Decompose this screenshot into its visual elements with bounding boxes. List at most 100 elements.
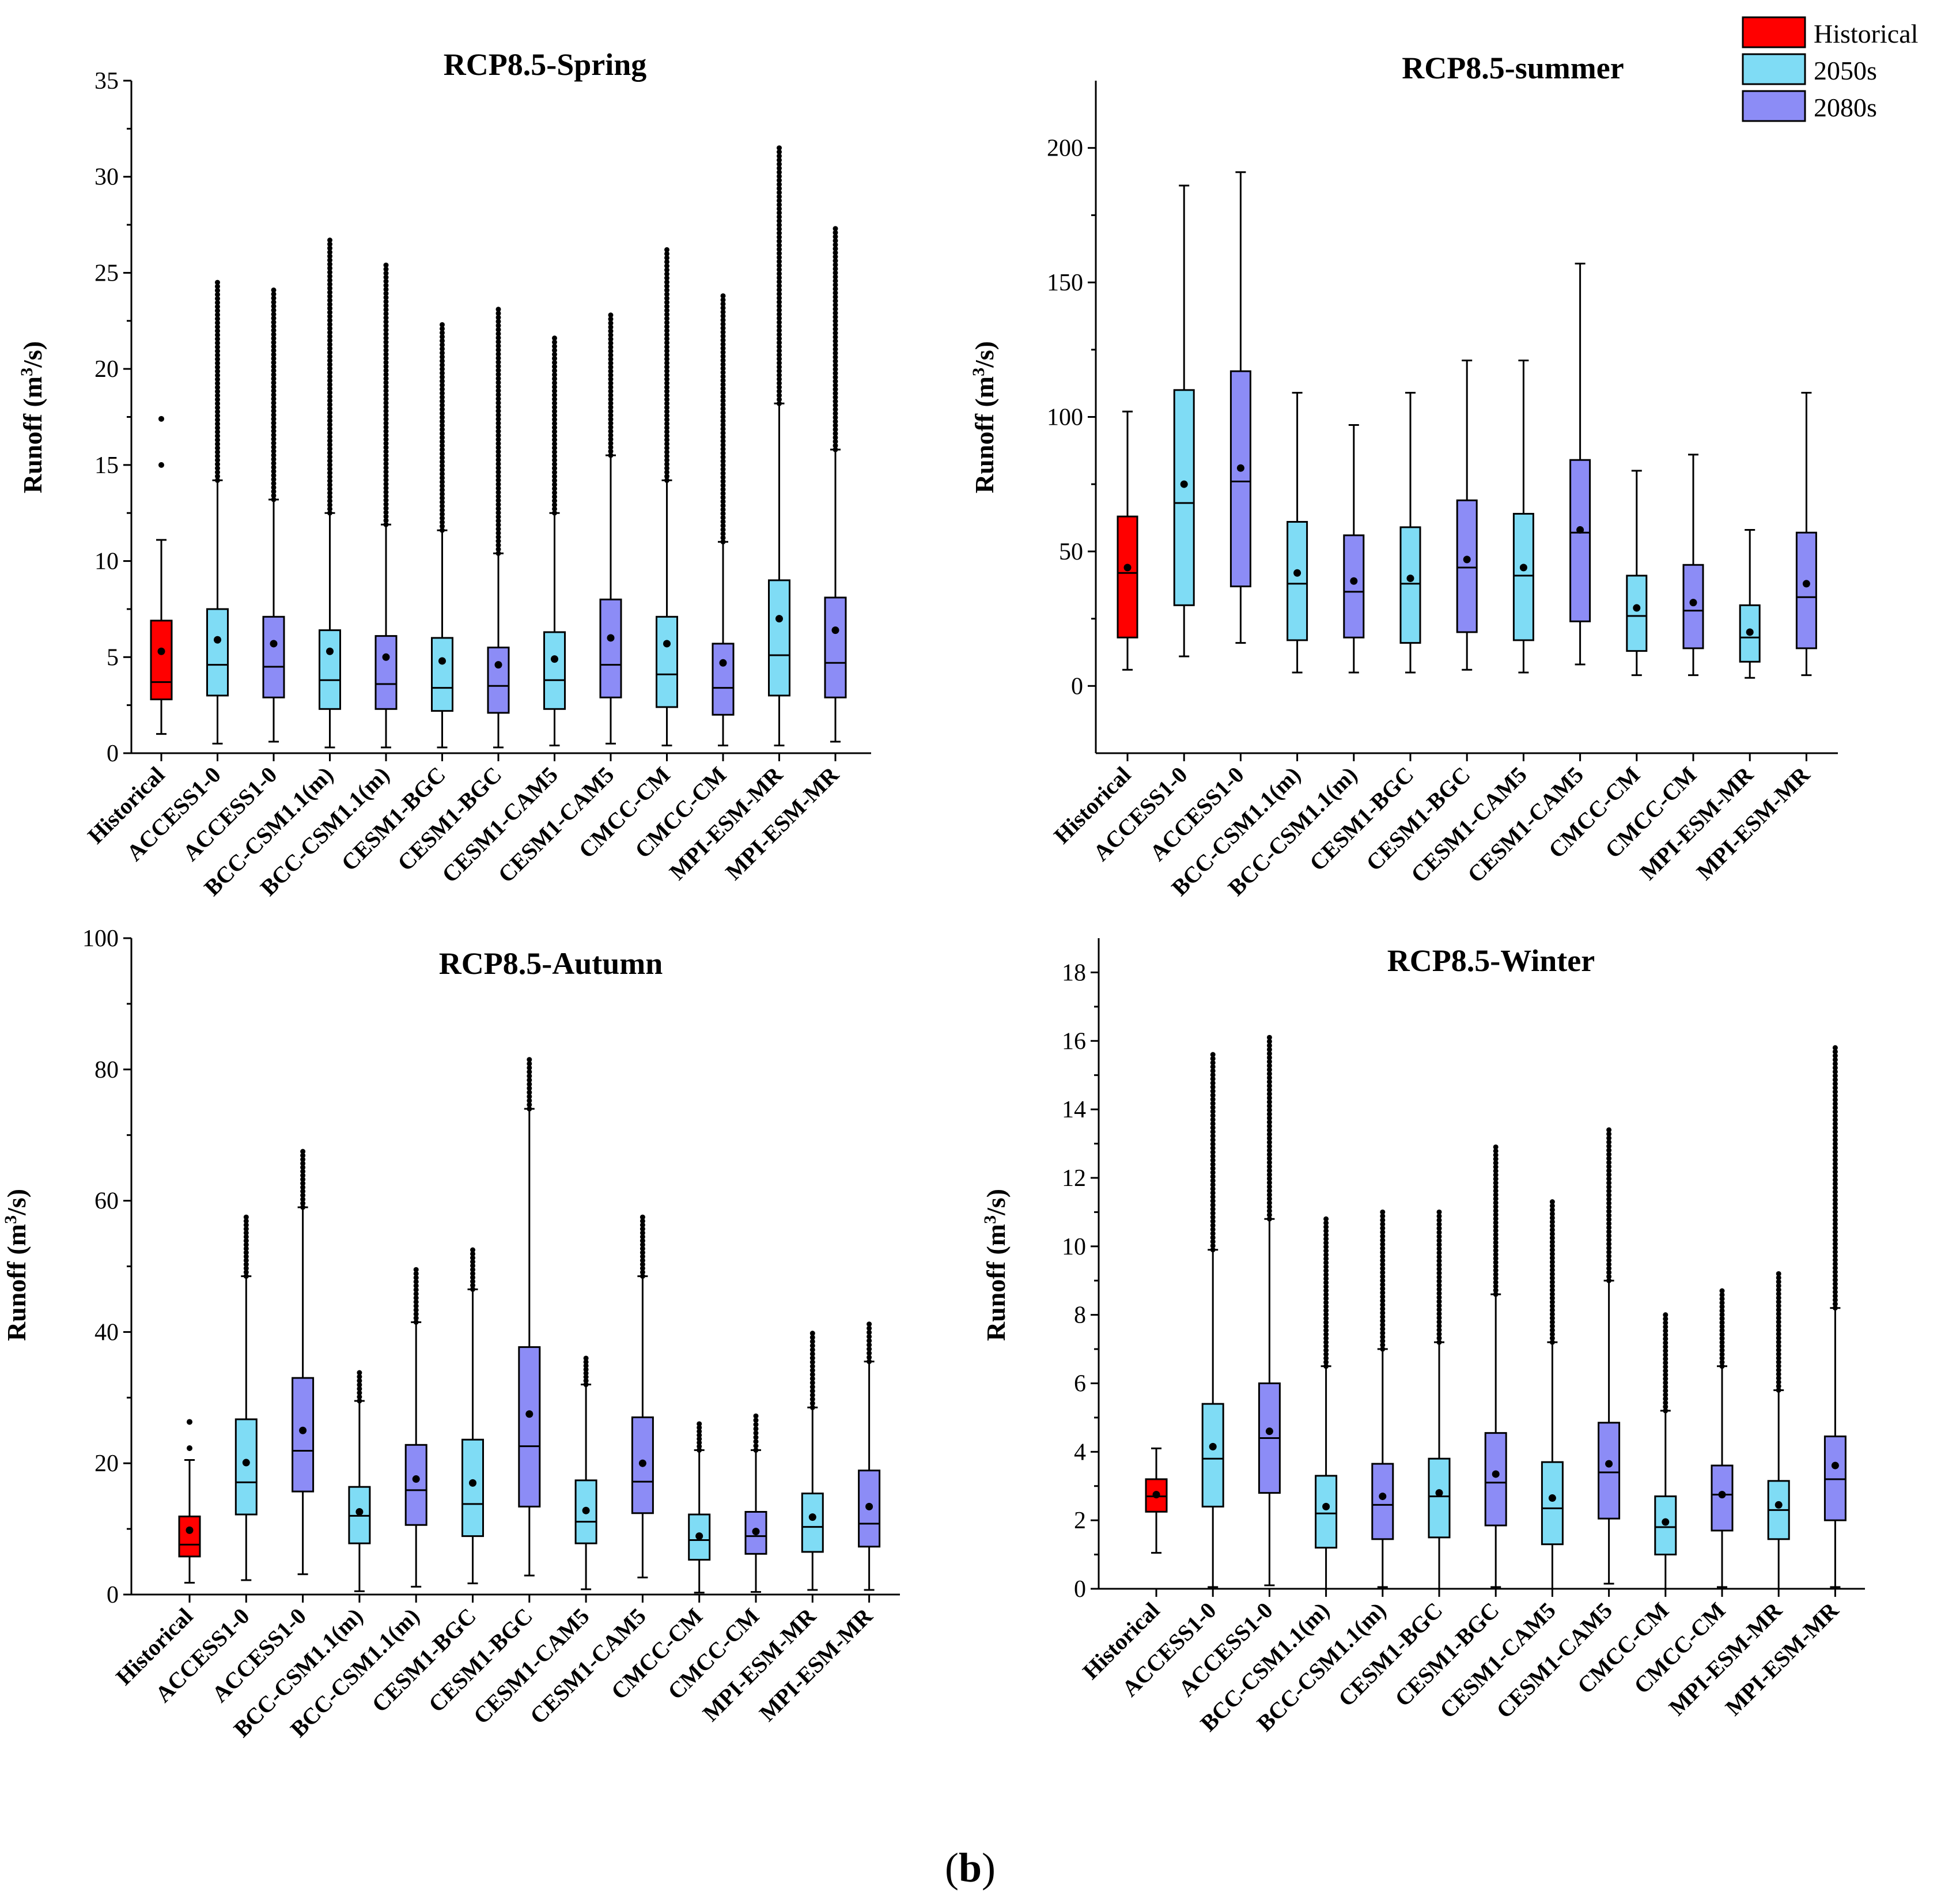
- outlier-point: [1323, 1236, 1329, 1242]
- outlier-point: [1380, 1237, 1386, 1243]
- outlier-point: [1323, 1355, 1329, 1361]
- outlier-point: [720, 519, 726, 524]
- outlier-point: [215, 388, 220, 394]
- outlier-point: [1606, 1168, 1612, 1173]
- outlier-point: [413, 1311, 419, 1317]
- outlier-point: [1832, 1149, 1838, 1155]
- outlier-point: [1832, 1269, 1838, 1275]
- outlier-point: [1663, 1388, 1668, 1393]
- outlier-point: [720, 398, 726, 403]
- outlier-point: [327, 442, 332, 448]
- outlier-point: [552, 445, 557, 451]
- outlier-point: [1832, 1209, 1838, 1215]
- outlier-point: [1323, 1299, 1329, 1305]
- outlier-point: [440, 418, 445, 424]
- outlier-point: [1436, 1315, 1442, 1321]
- outlier-point: [1266, 1051, 1272, 1056]
- outlier-point: [300, 1157, 306, 1162]
- outlier-point: [327, 410, 332, 415]
- outlier-point: [867, 1346, 872, 1352]
- outlier-point: [753, 1418, 759, 1423]
- outlier-point: [300, 1173, 306, 1178]
- outlier-point: [440, 406, 445, 412]
- outlier-point: [1210, 1121, 1216, 1127]
- outlier-point: [1323, 1291, 1329, 1297]
- outlier-point: [1380, 1225, 1386, 1231]
- outlier-point: [1832, 1125, 1838, 1131]
- outlier-point: [271, 444, 277, 450]
- outlier-point: [383, 274, 389, 280]
- outlier-point: [1776, 1379, 1781, 1385]
- outlier-point: [243, 1265, 249, 1271]
- outlier-point: [777, 210, 782, 216]
- outlier-point: [1719, 1300, 1725, 1306]
- outlier-point: [1210, 1194, 1216, 1200]
- outlier-point: [720, 462, 726, 468]
- outlier-point: [833, 410, 838, 416]
- outlier-point: [327, 313, 332, 319]
- y-axis-label-main: Runoff (m: [18, 376, 47, 493]
- outlier-point: [608, 337, 614, 342]
- outlier-point: [440, 430, 445, 436]
- outlier-point: [470, 1283, 475, 1289]
- outlier-point: [1266, 1042, 1272, 1048]
- outlier-point: [527, 1094, 532, 1100]
- outlier-point: [1380, 1302, 1386, 1308]
- outlier-point: [552, 421, 557, 426]
- outlier-point: [664, 396, 669, 402]
- outlier-point: [1832, 1233, 1838, 1239]
- outlier-point: [1323, 1224, 1329, 1230]
- outlier-point: [158, 462, 164, 468]
- outlier-point: [809, 1388, 815, 1394]
- box-mean: [775, 615, 783, 623]
- outlier-point: [1832, 1169, 1838, 1175]
- outlier-point: [552, 376, 557, 381]
- outlier-point: [640, 1238, 645, 1244]
- outlier-point: [1266, 1139, 1272, 1145]
- outlier-point: [215, 316, 220, 322]
- outlier-point: [470, 1255, 475, 1261]
- box-mean: [1605, 1460, 1613, 1468]
- y-axis-label-unit: /s): [2, 1189, 31, 1216]
- outlier-point: [720, 482, 726, 488]
- outlier-point: [777, 275, 782, 281]
- outlier-point: [440, 374, 445, 380]
- outlier-point: [640, 1218, 645, 1224]
- outlier-point: [720, 474, 726, 480]
- outlier-point: [327, 494, 332, 500]
- outlier-point: [300, 1149, 306, 1154]
- outlier-point: [187, 1419, 192, 1425]
- outlier-point: [1210, 1060, 1216, 1066]
- outlier-point: [1776, 1351, 1781, 1357]
- outlier-point: [383, 424, 389, 430]
- outlier-point: [720, 386, 726, 391]
- spring-panel: RCP8.5-Spring Runoff (m3/s) 0 5 10 15 20 25 30 35…: [17, 47, 871, 901]
- outlier-point: [271, 493, 277, 498]
- outlier-point: [1776, 1271, 1781, 1276]
- outlier-point: [1266, 1119, 1272, 1125]
- box-iqr: [1399, 526, 1421, 644]
- outlier-point: [470, 1259, 475, 1265]
- box-mean: [719, 659, 727, 667]
- y-tick-label: 15: [94, 452, 119, 479]
- outlier-point: [552, 494, 557, 500]
- outlier-point: [383, 360, 389, 365]
- outlier-point: [552, 441, 557, 447]
- outlier-point: [1436, 1299, 1442, 1305]
- outlier-point: [1606, 1184, 1612, 1190]
- outlier-point: [1210, 1064, 1216, 1070]
- outlier-point: [664, 437, 669, 443]
- box-iqr: [431, 637, 453, 712]
- outlier-point: [664, 453, 669, 459]
- outlier-point: [1663, 1400, 1668, 1406]
- outlier-point: [495, 380, 501, 386]
- outlier-point: [608, 444, 614, 450]
- outlier-point: [664, 457, 669, 463]
- outlier-point: [440, 519, 445, 525]
- outlier-point: [215, 401, 220, 406]
- outlier-point: [833, 430, 838, 436]
- box-iqr: [656, 615, 678, 708]
- outlier-point: [495, 335, 501, 341]
- outlier-point: [640, 1242, 645, 1248]
- outlier-point: [383, 347, 389, 353]
